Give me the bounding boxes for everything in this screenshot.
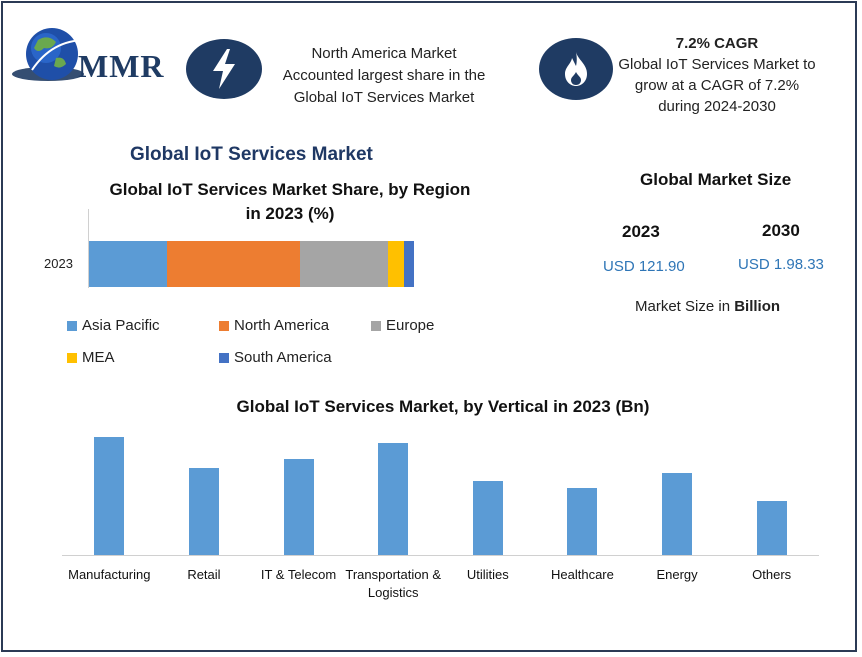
market-size-title: Global Market Size (640, 170, 792, 189)
flame-icon (539, 38, 613, 100)
legend-asia-pacific: Asia Pacific (67, 317, 160, 334)
market-size-year-2023: 2023 (622, 222, 660, 241)
vertical-chart-title: Global IoT Services Market, by Vertical … (236, 397, 650, 416)
north-america-callout: North America Market Accounted largest s… (264, 43, 504, 109)
callout-right-line2: grow at a CAGR of 7.2% (634, 77, 800, 94)
market-size-note-prefix: Market Size in (635, 298, 735, 315)
region-bar-segment-south-america (404, 241, 414, 287)
vertical-bar-retail (188, 467, 219, 556)
region-bar-segment-north-america (167, 241, 301, 287)
region-bar-segment-asia-pacific (89, 241, 167, 287)
callout-right-line1: Global IoT Services Market to (618, 56, 816, 73)
legend-swatch-mea (67, 352, 77, 363)
market-size-note-unit: Billion (734, 298, 781, 315)
vertical-x-label: Others (752, 567, 792, 582)
vertical-bar-others (756, 501, 787, 556)
legend-label-south-america: South America (234, 349, 332, 366)
legend-south-america: South America (219, 349, 332, 366)
vertical-bar-transportation-logistics (378, 442, 409, 556)
main-title: Global IoT Services Market (130, 144, 373, 165)
region-chart-axis (88, 209, 89, 288)
region-chart-title-line1: Global IoT Services Market Share, by Reg… (109, 180, 471, 199)
region-chart-title-line2: in 2023 (%) (245, 204, 335, 223)
vertical-x-label: Energy (656, 567, 698, 582)
vertical-x-label: Transportation & Logistics (345, 567, 441, 600)
vertical-bar-it-telecom (283, 459, 314, 556)
brand-logo: MMR (10, 22, 170, 92)
vertical-x-label: Manufacturing (68, 567, 151, 582)
brand-logo-text: MMR (78, 48, 165, 84)
market-size-note: Market Size in Billion (635, 298, 780, 315)
vertical-chart-baseline (62, 555, 819, 556)
vertical-bar-manufacturing (94, 437, 125, 556)
legend-north-america: North America (219, 317, 329, 334)
vertical-x-label: Healthcare (551, 567, 614, 582)
legend-label-europe: Europe (386, 317, 435, 334)
region-chart-title: Global IoT Services Market Share, by Reg… (80, 178, 500, 226)
vertical-x-label: Retail (187, 567, 221, 582)
legend-label-mea: MEA (82, 349, 115, 366)
callout-left-line2: Accounted largest share in the (282, 67, 486, 84)
legend-swatch-asia-pacific (67, 320, 77, 331)
globe-icon (12, 28, 87, 81)
legend-label-north-america: North America (234, 317, 330, 334)
cagr-callout: 7.2% CAGR Global IoT Services Market to … (612, 33, 822, 117)
legend-mea: MEA (67, 349, 115, 366)
region-stacked-bar (89, 241, 414, 287)
cagr-heading: 7.2% CAGR (675, 35, 759, 52)
vertical-bar-healthcare (567, 487, 598, 556)
vertical-x-label: IT & Telecom (260, 567, 337, 582)
vertical-chart-x-labels: Manufacturing Retail IT & Telecom Transport… (62, 566, 819, 606)
callout-left-line1: North America Market (311, 45, 457, 62)
vertical-bar-energy (662, 473, 693, 556)
legend-europe: Europe (371, 317, 434, 334)
lightning-bolt-icon (186, 39, 262, 99)
legend-swatch-south-america (219, 352, 229, 363)
vertical-x-label: Utilities (466, 567, 509, 582)
market-size-value-2023: USD 121.90 (603, 258, 685, 275)
legend-swatch-north-america (219, 320, 229, 331)
callout-left-line3: Global IoT Services Market (293, 89, 475, 106)
callout-right-line3: during 2024-2030 (658, 98, 776, 115)
market-size-year-2030: 2030 (762, 221, 800, 240)
vertical-chart-plot (62, 430, 819, 556)
vertical-bar-utilities (472, 481, 503, 556)
region-category-label: 2023 (44, 256, 73, 271)
market-size-value-2030: USD 1.98.33 (738, 256, 824, 273)
legend-swatch-europe (371, 320, 381, 331)
legend-label-asia-pacific: Asia Pacific (82, 317, 160, 334)
region-bar-segment-mea (388, 241, 405, 287)
region-bar-segment-europe (300, 241, 388, 287)
